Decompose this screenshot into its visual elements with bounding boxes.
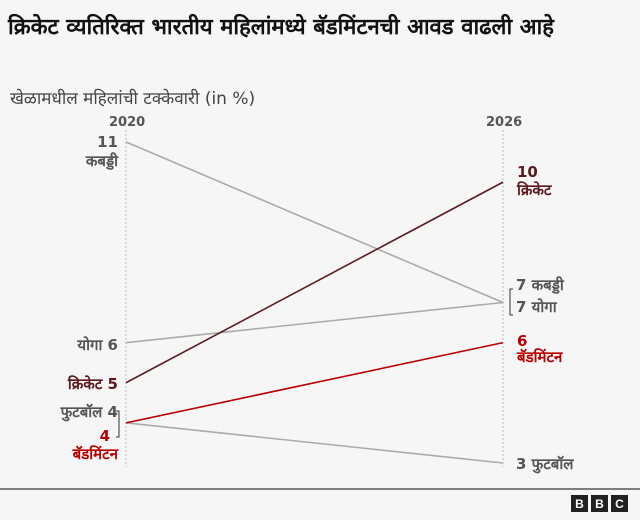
chart-subtitle: खेळामधील महिलांची टक्केवारी (in %) xyxy=(10,89,256,109)
chart-title: क्रिकेट व्यतिरिक्त भारतीय महिलांमध्ये बॅ… xyxy=(8,15,554,40)
label-right-cricket: क्रिकेट xyxy=(517,181,552,199)
label-right-football: 3 फुटबॉल xyxy=(516,455,574,473)
label-right-yoga: 7 योगा xyxy=(516,298,557,316)
tie-bracket-right xyxy=(509,288,513,316)
label-left-kabaddi: कबड्डी xyxy=(85,152,118,170)
label-left-badminton-value: 4 xyxy=(99,427,110,445)
label-left-kabaddi-value: 11 xyxy=(97,133,118,151)
label-right-badminton-value: 6 xyxy=(517,332,528,350)
tie-bracket-left xyxy=(116,410,120,438)
label-left-yoga: योगा 6 xyxy=(77,336,118,354)
series-line-फुटबॉल xyxy=(125,422,504,464)
series-line-क्रिकेट xyxy=(125,181,504,384)
series-line-योगा xyxy=(125,301,504,344)
series-line-कबड्डी xyxy=(125,141,504,304)
label-right-cricket-value: 10 xyxy=(517,163,538,181)
x-label-2026: 2026 xyxy=(486,115,523,130)
series-line-बॅडमिंटन xyxy=(125,341,504,424)
label-left-football: फुटबॉल 4 xyxy=(60,403,118,421)
x-label-2020: 2020 xyxy=(109,115,146,130)
label-left-badminton: बॅडमिंटन xyxy=(72,445,118,463)
label-left-cricket: क्रिकेट 5 xyxy=(67,375,118,393)
label-right-badminton: बॅडमिंटन xyxy=(517,348,563,366)
label-right-kabaddi: 7 कबड्डी xyxy=(516,276,564,294)
